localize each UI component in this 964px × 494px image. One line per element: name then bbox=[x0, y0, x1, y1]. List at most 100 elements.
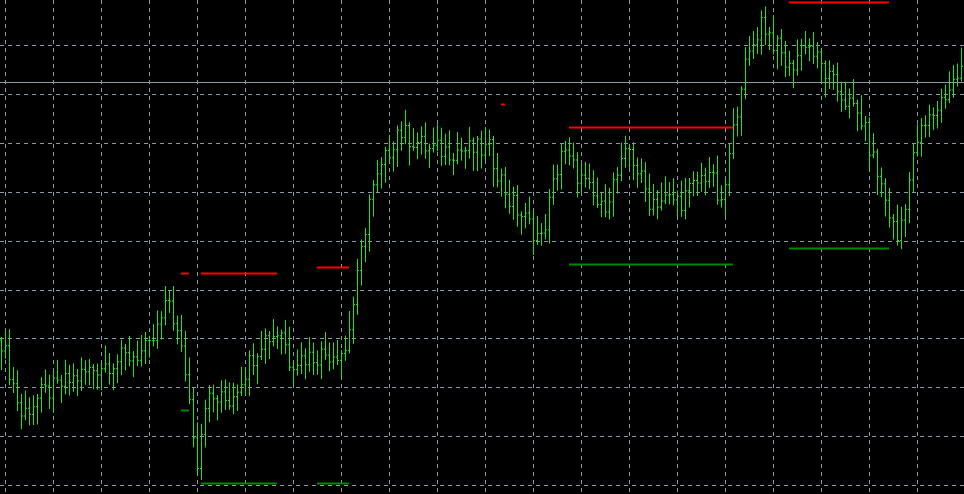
ohlc-bar bbox=[212, 384, 215, 413]
ohlc-bar bbox=[108, 352, 111, 385]
ohlc-bar bbox=[424, 122, 427, 159]
ohlc-bar bbox=[600, 191, 603, 218]
ohlc-bar bbox=[908, 171, 911, 224]
ohlc-bar bbox=[728, 143, 731, 197]
ohlc-bar bbox=[576, 152, 579, 198]
ohlc-bar bbox=[292, 361, 295, 386]
ohlc-bars bbox=[0, 6, 963, 480]
ohlc-bar bbox=[456, 132, 459, 165]
ohlc-bar bbox=[468, 126, 471, 159]
ohlc-bar bbox=[940, 88, 943, 124]
ohlc-bar bbox=[496, 153, 499, 188]
ohlc-bar bbox=[516, 185, 519, 227]
ohlc-bar bbox=[380, 157, 383, 189]
ohlc-bar bbox=[156, 310, 159, 349]
ohlc-bar bbox=[704, 167, 707, 196]
ohlc-bar bbox=[44, 369, 47, 393]
ohlc-bar bbox=[588, 163, 591, 190]
ohlc-bar bbox=[76, 368, 79, 397]
ohlc-bar bbox=[876, 148, 879, 196]
ohlc-bar bbox=[620, 142, 623, 182]
ohlc-bar bbox=[352, 296, 355, 344]
ohlc-bar bbox=[732, 108, 735, 160]
ohlc-bar bbox=[528, 196, 531, 225]
ohlc-bar bbox=[696, 171, 699, 197]
ohlc-bar bbox=[388, 134, 391, 165]
ohlc-bar bbox=[760, 10, 763, 55]
ohlc-bar bbox=[264, 328, 267, 364]
ohlc-bar bbox=[148, 335, 151, 358]
ohlc-bar bbox=[488, 129, 491, 157]
ohlc-bar bbox=[856, 99, 859, 132]
ohlc-bar bbox=[636, 157, 639, 188]
ohlc-bar bbox=[52, 370, 55, 413]
ohlc-bar bbox=[168, 290, 171, 313]
ohlc-bar bbox=[24, 390, 27, 421]
ohlc-bar bbox=[724, 179, 727, 216]
ohlc-bar bbox=[300, 342, 303, 374]
ohlc-bar bbox=[144, 331, 147, 365]
ohlc-bar bbox=[400, 121, 403, 151]
ohlc-bar bbox=[960, 47, 963, 82]
ohlc-bar bbox=[916, 124, 919, 157]
ohlc-bar bbox=[540, 223, 543, 246]
ohlc-bar bbox=[668, 182, 671, 205]
ohlc-bar bbox=[808, 38, 811, 62]
ohlc-bar bbox=[660, 182, 663, 211]
ohlc-bar bbox=[708, 157, 711, 188]
ohlc-bar bbox=[80, 357, 83, 391]
ohlc-bar bbox=[796, 39, 799, 76]
ohlc-bar bbox=[164, 286, 167, 326]
ohlc-bar bbox=[776, 35, 779, 70]
ohlc-bar bbox=[556, 164, 559, 191]
ohlc-bar bbox=[444, 133, 447, 166]
ohlc-bar bbox=[124, 343, 127, 371]
ohlc-bar bbox=[912, 143, 915, 193]
ohlc-bar bbox=[376, 159, 379, 193]
ohlc-bar bbox=[220, 380, 223, 413]
ohlc-bar bbox=[172, 285, 175, 331]
ohlc-bar bbox=[232, 382, 235, 415]
ohlc-bar bbox=[616, 167, 619, 194]
ohlc-bar bbox=[196, 422, 199, 476]
ohlc-bar bbox=[652, 183, 655, 216]
ohlc-bar bbox=[580, 163, 583, 194]
ohlc-bar bbox=[860, 95, 863, 131]
ohlc-bar bbox=[484, 127, 487, 160]
ohlc-bar bbox=[476, 136, 479, 172]
ohlc-bar bbox=[872, 133, 875, 159]
ohlc-bar bbox=[720, 185, 723, 208]
ohlc-bar bbox=[276, 326, 279, 349]
ohlc-bar bbox=[852, 79, 855, 107]
ohlc-bar bbox=[356, 258, 359, 315]
ohlc-bar bbox=[244, 367, 247, 395]
levels bbox=[181, 1, 889, 485]
ohlc-bar bbox=[548, 188, 551, 244]
ohlc-bar bbox=[804, 30, 807, 55]
ohlc-bar bbox=[812, 31, 815, 64]
ohlc-bar bbox=[160, 311, 163, 340]
ohlc-bar bbox=[740, 86, 743, 136]
ohlc-bar bbox=[564, 140, 567, 165]
ohlc-bar bbox=[348, 310, 351, 354]
ohlc-bar bbox=[560, 144, 563, 190]
ohlc-bar bbox=[868, 117, 871, 172]
ohlc-bar bbox=[648, 173, 651, 216]
ohlc-bar bbox=[260, 330, 263, 361]
ohlc-bar bbox=[680, 180, 683, 217]
ohlc-bar bbox=[184, 330, 187, 382]
ohlc-bar bbox=[360, 239, 363, 286]
ohlc-bar bbox=[800, 38, 803, 71]
ohlc-bar bbox=[932, 107, 935, 131]
ohlc-bar bbox=[848, 88, 851, 119]
ohlc-bar bbox=[492, 136, 495, 188]
ohlc-bar bbox=[688, 177, 691, 208]
ohlc-bar bbox=[236, 384, 239, 411]
ohlc-bar bbox=[828, 60, 831, 90]
ohlc-bar bbox=[748, 35, 751, 66]
ohlc-bar bbox=[772, 14, 775, 55]
ohlc-bar bbox=[640, 158, 643, 184]
ohlc-bar bbox=[460, 137, 463, 161]
ohlc-bar bbox=[336, 339, 339, 366]
